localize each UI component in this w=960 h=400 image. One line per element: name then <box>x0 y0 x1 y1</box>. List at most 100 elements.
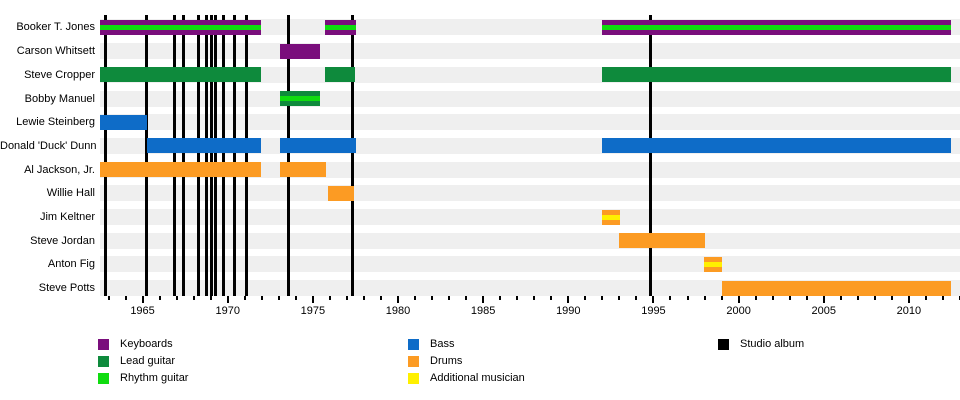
studio-album-marker <box>173 15 177 296</box>
axis-minor-tick <box>550 296 553 300</box>
axis-major-tick <box>907 296 910 303</box>
axis-minor-tick <box>499 296 502 300</box>
secondary-role-stripe <box>279 96 320 101</box>
member-label: Steve Potts <box>38 282 95 295</box>
member-label: Anton Fig <box>47 258 95 271</box>
axis-minor-tick <box>328 296 331 300</box>
axis-minor-tick <box>771 296 774 300</box>
member-tenure-bar <box>722 280 952 296</box>
legend-label: Studio album <box>740 338 805 350</box>
member-label: Al Jackson, Jr. <box>24 163 95 176</box>
axis-major-tick <box>397 296 400 303</box>
studio-album-marker <box>351 15 355 296</box>
axis-minor-tick <box>362 296 365 300</box>
member-row-track <box>100 232 960 249</box>
legend-swatch-keyboards <box>98 338 109 350</box>
axis-minor-tick <box>601 296 604 300</box>
axis-minor-tick <box>805 296 808 300</box>
axis-minor-tick <box>516 296 519 300</box>
axis-major-tick <box>311 296 314 303</box>
legend-label: Keyboards <box>120 338 173 350</box>
member-row-track <box>100 43 960 60</box>
member-tenure-bar <box>100 114 147 130</box>
member-tenure-bar <box>279 43 320 59</box>
studio-album-marker <box>145 15 149 296</box>
axis-major-tick <box>652 296 655 303</box>
axis-minor-tick <box>941 296 944 300</box>
axis-tick-label: 2010 <box>896 305 922 317</box>
legend-swatch-additional <box>408 372 419 384</box>
axis-minor-tick <box>839 296 842 300</box>
secondary-role-stripe <box>602 24 952 30</box>
axis-minor-tick <box>686 296 689 300</box>
axis-minor-tick <box>533 296 536 300</box>
axis-tick-label: 1970 <box>215 305 240 317</box>
member-tenure-bar <box>602 138 952 154</box>
member-label: Willie Hall <box>46 187 95 200</box>
member-tenure-bar <box>328 185 354 201</box>
secondary-role-stripe <box>602 214 621 220</box>
axis-major-tick <box>141 296 144 303</box>
axis-minor-tick <box>720 296 723 300</box>
axis-minor-tick <box>924 296 927 300</box>
member-label: Lewie Steinberg <box>16 116 95 129</box>
axis-minor-tick <box>754 296 757 300</box>
legend-swatch-album-line <box>718 338 729 350</box>
axis-minor-tick <box>856 296 859 300</box>
member-tenure-bar <box>279 162 327 178</box>
axis-major-tick <box>482 296 485 303</box>
axis-minor-tick <box>345 296 348 300</box>
studio-album-marker <box>214 15 218 296</box>
axis-major-tick <box>226 296 229 303</box>
legend-swatch-rhythm-guitar <box>98 372 109 384</box>
legend-label: Lead guitar <box>120 355 176 367</box>
legend-label: Additional musician <box>430 372 525 384</box>
axis-minor-tick <box>873 296 876 300</box>
axis-minor-tick <box>584 296 587 300</box>
axis-minor-tick <box>294 296 297 300</box>
secondary-role-stripe <box>703 261 723 267</box>
axis-minor-tick <box>209 296 212 300</box>
member-row-track <box>100 209 960 225</box>
secondary-role-stripe <box>324 24 357 30</box>
axis-minor-tick <box>669 296 672 300</box>
axis-tick-label: 1985 <box>470 305 496 317</box>
axis-minor-tick <box>431 296 434 300</box>
member-label: Steve Jordan <box>30 234 95 247</box>
axis-minor-tick <box>124 296 127 300</box>
member-tenure-bar <box>619 233 706 249</box>
member-label: Jim Keltner <box>39 211 95 223</box>
axis-minor-tick <box>260 296 263 300</box>
axis-minor-tick <box>618 296 621 300</box>
legend-swatch-drums <box>408 355 419 367</box>
member-row-track <box>100 185 960 202</box>
member-row-track <box>100 256 960 273</box>
axis-minor-tick <box>192 296 195 300</box>
axis-major-tick <box>567 296 570 303</box>
studio-album-marker <box>204 15 208 296</box>
studio-album-marker <box>103 15 107 296</box>
axis-minor-tick <box>788 296 791 300</box>
legend-label: Bass <box>430 338 455 350</box>
member-label: Carson Whitsett <box>16 45 95 58</box>
studio-album-marker <box>244 15 248 296</box>
member-tenure-bar <box>324 67 356 83</box>
studio-album-marker <box>197 15 201 296</box>
studio-album-marker <box>221 15 225 296</box>
axis-minor-tick <box>465 296 468 300</box>
axis-minor-tick <box>635 296 638 300</box>
axis-tick-label: 1965 <box>130 305 155 317</box>
member-tenure-bar <box>279 138 357 154</box>
axis-minor-tick <box>277 296 280 300</box>
legend-label: Drums <box>430 355 463 367</box>
studio-album-marker <box>233 15 237 296</box>
axis-minor-tick <box>890 296 893 300</box>
member-tenure-bar <box>100 67 261 83</box>
member-row-track <box>100 114 960 131</box>
axis-tick-label: 2000 <box>726 305 751 317</box>
legend-swatch-bass <box>408 338 419 350</box>
legend-label: Rhythm guitar <box>120 372 189 384</box>
axis-minor-tick <box>243 296 246 300</box>
studio-album-marker <box>648 15 652 296</box>
